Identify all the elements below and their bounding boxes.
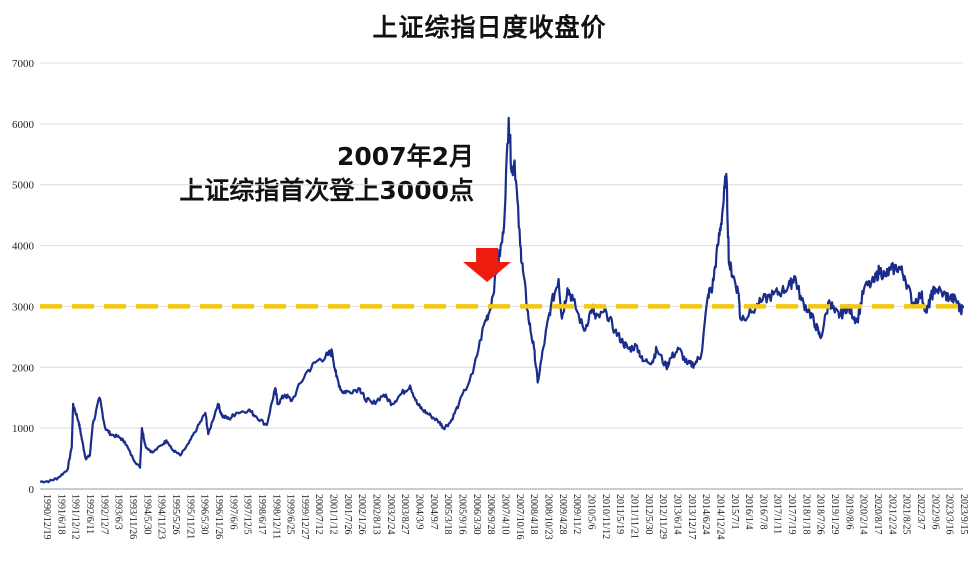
x-tick-label: 2022/9/6: [929, 494, 940, 530]
gridlines: [40, 62, 963, 490]
y-axis-ticks: 0 1000 2000 3000 4000 5000 6000 7000: [12, 58, 35, 496]
x-tick-label: 2010/11/12: [600, 494, 611, 539]
x-tick-label: 2019/8/6: [843, 494, 854, 530]
x-tick-label: 1996/5/30: [199, 494, 210, 535]
x-tick-label: 2004/3/9: [414, 494, 425, 530]
y-tick-label: 3000: [12, 301, 35, 313]
x-tick-label: 2003/8/27: [399, 494, 410, 535]
y-tick-label: 0: [29, 484, 35, 496]
x-tick-label: 2005/9/16: [457, 494, 468, 535]
x-tick-label: 2016/1/4: [743, 494, 754, 530]
x-tick-label: 2015/7/1: [729, 494, 740, 530]
x-tick-label: 2011/5/19: [614, 494, 625, 534]
x-axis-ticks: 1990/12/19 1991/6/18 1991/12/12 1992/6/11 19…: [41, 494, 969, 540]
x-tick-label: 2007/10/16: [514, 494, 525, 540]
x-tick-label: 2008/4/18: [528, 494, 539, 535]
x-tick-label: 2008/10/23: [542, 494, 553, 540]
x-tick-label: 2007/4/10: [500, 494, 511, 535]
x-tick-label: 2000/7/12: [313, 494, 324, 535]
x-tick-label: 2012/5/30: [643, 494, 654, 535]
x-tick-label: 2021/2/24: [886, 494, 897, 535]
x-tick-label: 2023/9/15: [958, 494, 969, 535]
y-tick-label: 6000: [12, 119, 35, 131]
x-tick-label: 1992/12/7: [98, 494, 109, 535]
x-tick-label: 1995/5/26: [170, 494, 181, 535]
annotation-line-1: 2007年2月: [337, 142, 474, 171]
x-tick-label: 2001/7/26: [342, 494, 353, 535]
x-tick-label: 1999/12/27: [299, 494, 310, 540]
x-tick-label: 2017/7/19: [786, 494, 797, 535]
x-tick-label: 1990/12/19: [41, 494, 52, 540]
x-tick-label: 2018/7/26: [815, 494, 826, 535]
x-tick-label: 1991/12/12: [70, 494, 81, 540]
x-tick-label: 1997/12/5: [242, 494, 253, 535]
annotation-arrow: [463, 248, 512, 282]
x-tick-label: 1992/6/11: [84, 494, 95, 534]
y-tick-label: 4000: [12, 241, 35, 253]
x-tick-label: 2006/9/28: [485, 494, 496, 535]
annotation-line-2: 上证综指首次登上3000点: [179, 176, 474, 205]
x-tick-label: 2002/8/13: [371, 494, 382, 535]
x-tick-label: 1998/12/11: [270, 494, 281, 539]
x-tick-label: 2006/3/30: [471, 494, 482, 535]
x-tick-label: 2013/12/17: [686, 494, 697, 540]
annotation-arrow-group: [463, 248, 512, 282]
y-tick-label: 1000: [12, 423, 35, 435]
x-tick-label: 2017/1/11: [772, 494, 783, 534]
x-tick-label: 2013/6/14: [671, 494, 682, 535]
x-tick-label: 2019/1/29: [829, 494, 840, 535]
x-tick-label: 2014/12/24: [714, 494, 725, 540]
x-tick-label: 2002/1/26: [356, 494, 367, 535]
x-tick-label: 2014/6/24: [700, 494, 711, 535]
x-tick-label: 1999/6/25: [285, 494, 296, 535]
x-tick-label: 2009/11/2: [571, 494, 582, 534]
x-tick-label: 2018/1/18: [800, 494, 811, 535]
x-tick-label: 2009/4/28: [557, 494, 568, 535]
chart-title: 上证综指日度收盘价: [372, 13, 607, 42]
series-group: [39, 116, 965, 484]
x-tick-label: 1995/11/21: [184, 494, 195, 539]
x-tick-label: 2005/3/18: [442, 494, 453, 535]
y-tick-label: 5000: [12, 180, 35, 192]
x-tick-label: 2022/3/7: [915, 494, 926, 530]
x-tick-label: 2020/2/14: [858, 494, 869, 535]
x-tick-label: 1996/11/26: [213, 494, 224, 539]
annotation-text: 2007年2月 上证综指首次登上3000点: [179, 140, 474, 208]
x-tick-label: 1997/6/6: [227, 494, 238, 530]
x-tick-label: 1991/6/18: [55, 494, 66, 535]
x-tick-label: 2023/3/16: [944, 494, 955, 535]
x-tick-label: 2001/1/12: [328, 494, 339, 535]
x-tick-label: 1993/11/26: [127, 494, 138, 539]
x-tick-label: 2012/11/29: [657, 494, 668, 539]
x-tick-label: 1998/6/17: [256, 494, 267, 535]
x-tick-label: 2010/5/6: [585, 494, 596, 530]
x-tick-label: 1993/6/3: [113, 494, 124, 530]
x-tick-label: 1994/5/30: [141, 494, 152, 535]
x-tick-label: 2003/2/24: [385, 494, 396, 535]
y-tick-label: 7000: [12, 58, 35, 70]
x-tick-label: 2011/11/21: [628, 494, 639, 539]
x-tick-label: 2016/7/8: [757, 494, 768, 530]
x-tick-label: 2020/8/17: [872, 494, 883, 535]
x-tick-label: 2021/8/25: [901, 494, 912, 535]
x-tick-label: 1994/11/23: [156, 494, 167, 539]
x-tick-label: 2004/9/7: [428, 494, 439, 530]
y-tick-label: 2000: [12, 362, 35, 374]
